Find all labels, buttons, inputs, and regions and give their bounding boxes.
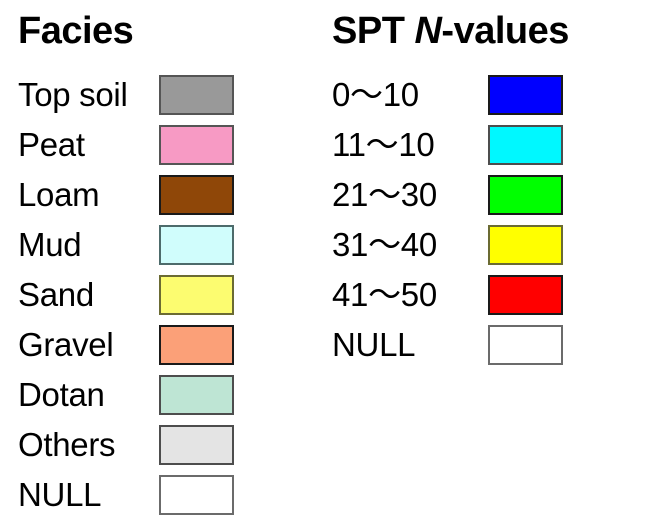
legend-color-swatch	[488, 325, 563, 365]
legend-color-swatch	[488, 75, 563, 115]
legend-label: Others	[18, 426, 116, 463]
legend-label: 0～10	[332, 76, 419, 113]
legend-label: Top soil	[18, 76, 128, 113]
legend-label: 41～50	[332, 276, 437, 313]
legend-color-swatch	[159, 75, 234, 115]
legend-label: Loam	[18, 176, 100, 213]
legend-row: Gravel	[0, 325, 324, 365]
legend-color-swatch	[488, 175, 563, 215]
legend-row: 11～10	[324, 125, 648, 165]
legend-color-swatch	[159, 125, 234, 165]
legend-color-swatch	[159, 175, 234, 215]
spt-title-prefix: SPT	[332, 10, 415, 52]
legend-label: Sand	[18, 276, 94, 313]
legend-row: 0～10	[324, 75, 648, 115]
legend-row: 41～50	[324, 275, 648, 315]
spt-panel-title: SPT N-values	[332, 8, 569, 54]
facies-panel-title: Facies	[18, 10, 134, 52]
legend-color-swatch	[159, 425, 234, 465]
legend-label: NULL	[18, 476, 102, 513]
legend-row: 31～40	[324, 225, 648, 265]
legend-row: Peat	[0, 125, 324, 165]
spt-legend-panel: SPT N-values 0～10 11～10 21～30 31～40 41～50 NUL…	[324, 0, 648, 531]
facies-legend-rows: Top soil Peat Loam Mud Sand Gravel Dotan Others…	[0, 75, 324, 525]
facies-legend-panel: Facies Top soil Peat Loam Mud Sand Gravel Dota…	[0, 10, 324, 525]
legend-row: Sand	[0, 275, 324, 315]
legend-row: NULL	[0, 475, 324, 515]
legend-label: Peat	[18, 126, 85, 163]
legend-label: 11～10	[332, 126, 435, 163]
legend-color-swatch	[159, 475, 234, 515]
spt-legend-rows: 0～10 11～10 21～30 31～40 41～50 NULL	[324, 75, 648, 375]
legend-color-swatch	[488, 125, 563, 165]
legend-row: Loam	[0, 175, 324, 215]
legend-color-swatch	[159, 275, 234, 315]
legend-label: 21～30	[332, 176, 437, 213]
legend-color-swatch	[488, 275, 563, 315]
legend-color-swatch	[159, 325, 234, 365]
legend-row: Dotan	[0, 375, 324, 415]
legend-color-swatch	[159, 375, 234, 415]
legend-row: NULL	[324, 325, 648, 365]
legend-color-swatch	[488, 225, 563, 265]
spt-title-suffix: -values	[441, 10, 569, 52]
legend-row: 21～30	[324, 175, 648, 215]
legend-row: Others	[0, 425, 324, 465]
spt-title-italic-n: N	[414, 10, 442, 52]
legend-label: 31～40	[332, 226, 437, 263]
legend-row: Mud	[0, 225, 324, 265]
legend-label: Dotan	[18, 376, 105, 413]
legend-label: Mud	[18, 226, 82, 263]
legend-row: Top soil	[0, 75, 324, 115]
legend-label: NULL	[332, 326, 416, 363]
legend-label: Gravel	[18, 326, 114, 363]
legend-color-swatch	[159, 225, 234, 265]
